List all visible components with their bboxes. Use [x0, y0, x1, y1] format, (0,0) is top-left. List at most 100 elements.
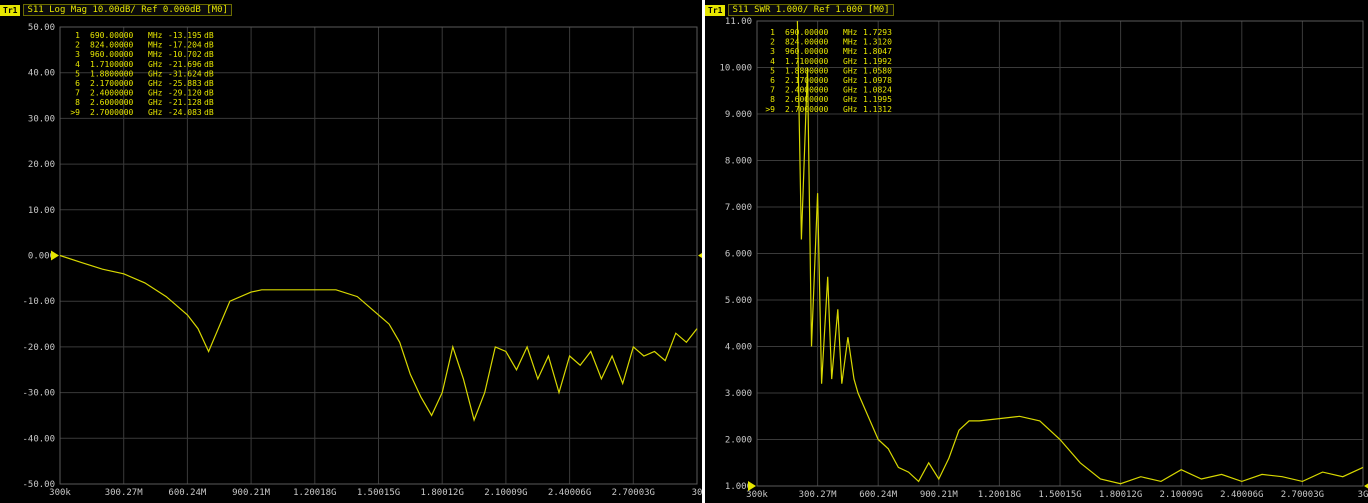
left-marker-unit: MHz — [148, 50, 163, 59]
right-chart-panel: Tr1 S11 SWR 1.000/ Ref 1.000 [M0] 11.00 1… — [705, 0, 1368, 503]
right-marker-num: 3 — [770, 47, 775, 56]
left-marker-freq: 960.00000 — [90, 50, 134, 59]
left-chart-svg: 50.00 40.00 30.00 20.00 10.00 0.000 -10.00 -20.… — [22, 23, 702, 498]
left-marker-num: 6 — [75, 79, 80, 88]
right-marker-freq: 1.7100000 — [785, 57, 829, 66]
left-marker-num: 5 — [75, 69, 80, 78]
right-marker-value: 1.0824 — [863, 86, 892, 95]
left-marker-num: 1 — [75, 31, 80, 40]
right-marker-freq: 960.00000 — [785, 47, 829, 56]
left-y-tick-label: 0.000 — [28, 252, 55, 262]
right-x-tick-label: 2.70003G — [1281, 490, 1324, 500]
right-x-tick-label: 900.21M — [920, 490, 959, 500]
left-marker-value: -24.083 — [168, 108, 202, 117]
right-marker-unit: GHz — [843, 57, 858, 66]
right-marker-num: 6 — [770, 76, 775, 85]
left-marker-unit: GHz — [148, 60, 163, 69]
left-marker-freq: 690.00000 — [90, 31, 134, 40]
right-x-tick-label: 2.40006G — [1220, 490, 1263, 500]
right-marker-num: >9 — [765, 105, 775, 114]
left-y-tick-label: 50.00 — [28, 23, 55, 33]
right-trace-title: S11 SWR 1.000/ Ref 1.000 [M0] — [728, 4, 894, 16]
left-x-tick-label: 2.40006G — [548, 488, 591, 498]
right-trace-header[interactable]: Tr1 S11 SWR 1.000/ Ref 1.000 [M0] — [705, 3, 894, 17]
left-x-tick-label: 1.20018G — [293, 488, 336, 498]
left-ref-left-icon — [51, 250, 59, 261]
right-y-tick-label: 6.000 — [725, 250, 752, 260]
right-x-tick-label: 1.20018G — [978, 490, 1021, 500]
right-y-tick-label: 8.000 — [725, 157, 752, 167]
left-marker-value: -29.120 — [168, 89, 202, 98]
left-x-tick-label: 1.50015G — [357, 488, 400, 498]
right-y-tick-label: 9.000 — [725, 110, 752, 120]
right-trace-badge[interactable]: Tr1 — [705, 4, 726, 16]
left-marker-num: 2 — [75, 41, 80, 50]
left-y-tick-label: -50.00 — [22, 480, 55, 490]
left-marker-num: 7 — [75, 89, 80, 98]
left-y-tick-label: 30.00 — [28, 114, 55, 124]
left-ref-right-icon — [698, 253, 702, 258]
left-marker-freq: 1.8800000 — [90, 69, 134, 78]
right-marker-freq: 2.6000000 — [785, 95, 829, 104]
right-x-tick-label: 300k — [746, 490, 768, 500]
left-x-tick-label: 1.80012G — [421, 488, 464, 498]
left-marker-unit: GHz — [148, 89, 163, 98]
left-y-tick-label: -20.00 — [22, 343, 55, 353]
left-marker-value: -21.696 — [168, 60, 202, 69]
right-marker-value: 1.3120 — [863, 38, 892, 47]
left-y-tick-label: -40.00 — [22, 434, 55, 444]
left-trace-title: S11 Log Mag 10.00dB/ Ref 0.000dB [M0] — [23, 4, 232, 16]
left-x-tick-label: 300.27M — [105, 488, 144, 498]
left-marker-value: -21.128 — [168, 98, 202, 107]
right-marker-unit: GHz — [843, 66, 858, 75]
left-marker-vunit: dB — [204, 69, 214, 78]
right-y-tick-label: 2.000 — [725, 436, 752, 446]
left-marker-freq: 2.6000000 — [90, 98, 134, 107]
left-marker-freq: 2.4000000 — [90, 89, 134, 98]
left-marker-value: -31.624 — [168, 69, 202, 78]
right-x-tick-label: 600.24M — [859, 490, 898, 500]
left-marker-freq: 824.00000 — [90, 41, 134, 50]
right-y-tick-label: 3.000 — [725, 389, 752, 399]
left-x-tick-label: 300k — [49, 488, 71, 498]
left-y-tick-label: 10.00 — [28, 206, 55, 216]
right-y-tick-label: 10.000 — [719, 64, 752, 74]
right-x-tick-label: 2.10009G — [1160, 490, 1203, 500]
left-trace-badge[interactable]: Tr1 — [0, 4, 21, 16]
left-marker-num: 4 — [75, 60, 80, 69]
left-y-tick-label: 20.00 — [28, 160, 55, 170]
right-marker-num: 5 — [770, 66, 775, 75]
left-y-tick-label: 40.00 — [28, 69, 55, 79]
right-marker-unit: GHz — [843, 105, 858, 114]
right-x-tick-label: 3G — [1358, 490, 1368, 500]
left-x-tick-label: 30 — [692, 488, 702, 498]
right-marker-unit: MHz — [843, 38, 858, 47]
right-x-tick-label: 300.27M — [799, 490, 838, 500]
left-plot-border — [59, 26, 698, 485]
right-marker-freq: 2.1700000 — [785, 76, 829, 85]
left-marker-value: -25.883 — [168, 79, 202, 88]
left-marker-freq: 2.1700000 — [90, 79, 134, 88]
left-trace-header[interactable]: Tr1 S11 Log Mag 10.00dB/ Ref 0.000dB [M0… — [0, 3, 232, 17]
right-plot-border — [756, 20, 1364, 487]
left-chart-panel: Tr1 S11 Log Mag 10.00dB/ Ref 0.000dB [M0… — [0, 0, 702, 503]
right-y-tick-label: 1.000 — [725, 482, 752, 492]
right-y-tick-label: 4.000 — [725, 343, 752, 353]
left-marker-num: >9 — [70, 108, 80, 117]
left-marker-unit: MHz — [148, 41, 163, 50]
right-marker-unit: MHz — [843, 28, 858, 37]
right-trace-line — [796, 20, 1364, 485]
left-y-tick-label: -10.00 — [22, 297, 55, 307]
left-marker-freq: 2.7000000 — [90, 108, 134, 117]
right-x-tick-label: 1.80012G — [1099, 490, 1142, 500]
left-marker-value: -17.204 — [168, 41, 202, 50]
left-marker-vunit: dB — [204, 89, 214, 98]
right-marker-unit: GHz — [843, 95, 858, 104]
right-marker-freq: 2.4000000 — [785, 86, 829, 95]
right-marker-num: 7 — [770, 86, 775, 95]
right-marker-unit: MHz — [843, 47, 858, 56]
right-marker-value: 1.0580 — [863, 66, 892, 75]
right-y-tick-label: 7.000 — [725, 203, 752, 213]
left-x-tick-label: 900.21M — [232, 488, 271, 498]
right-marker-freq: 2.7000000 — [785, 105, 829, 114]
